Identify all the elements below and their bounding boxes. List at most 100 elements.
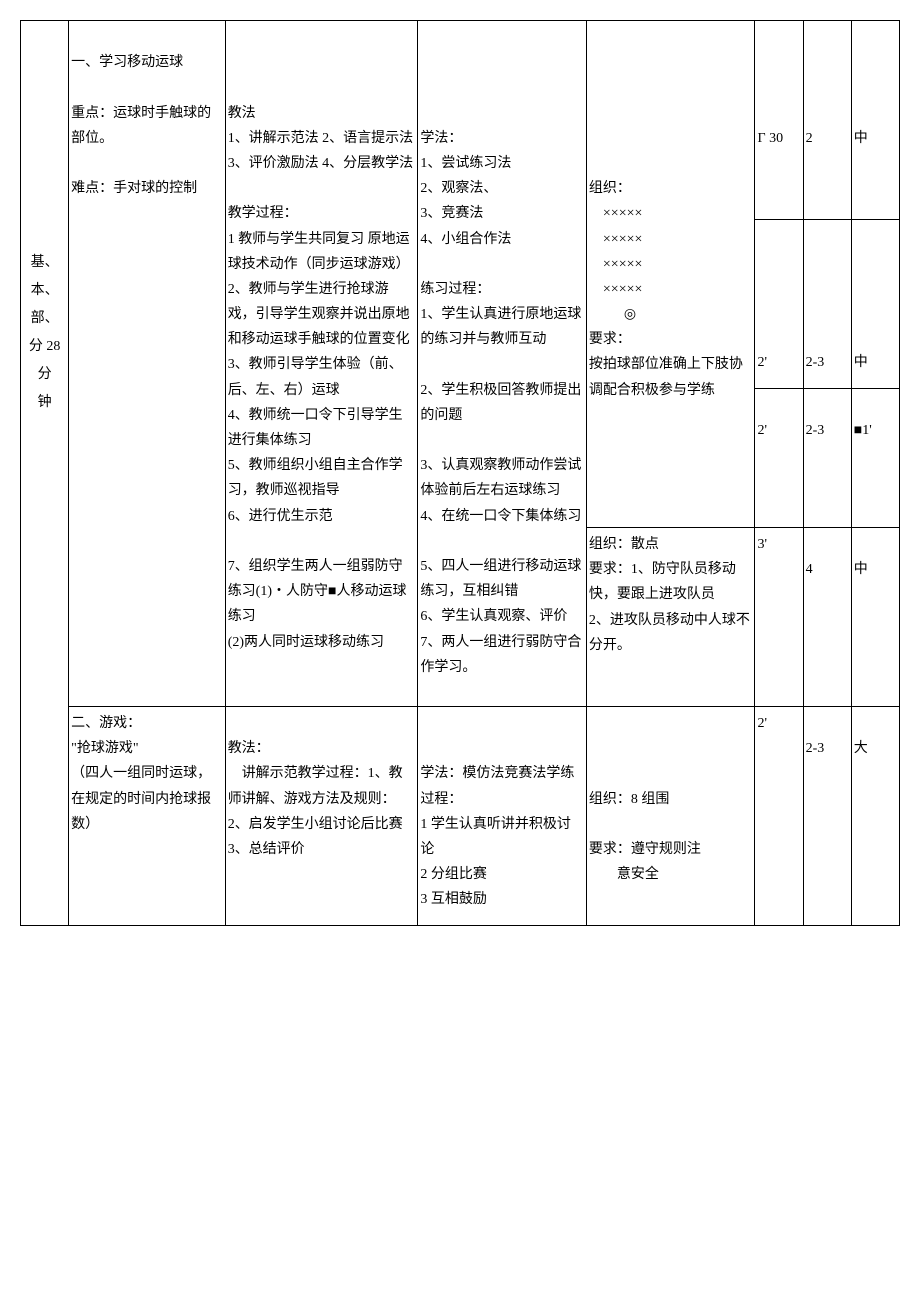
learn-cell-1: 学法： 1、尝试练习法 2、观察法、 3、竞赛法 4、小组合作法 练习过程： 1… (418, 21, 587, 707)
lesson-plan-page: 基、 本、 部、 分 28 分 钟 一、学习移动运球 重点：运球时手触球的部位。… (20, 20, 900, 926)
practice-step: 6、学生认真观察、评价 (420, 604, 584, 629)
req-text: 要求：遵守规则注 (589, 837, 753, 862)
org-cell-1: 组织： ××××× ××××× ××××× ××××× ◎ 要求： 按拍球部位准… (586, 21, 755, 528)
time-cell: 2' (755, 220, 803, 389)
section-line: 本、 (23, 277, 66, 305)
section-line: 分 (23, 361, 66, 389)
learn-step: 3 互相鼓励 (420, 887, 584, 912)
teach-step: 4、教师统一口令下引导学生进行集体练习 (228, 403, 416, 453)
time-value: 2' (757, 423, 767, 438)
req-text: 按拍球部位准确上下肢协调配合积极参与学练 (589, 352, 753, 402)
learn-cell-2: 学法：模仿法竞赛法学练过程： 1 学生认真听讲并积极讨论 2 分组比赛 3 互相… (418, 707, 587, 926)
org-label: 组织：散点 (589, 532, 753, 557)
teach-cell-1: 教法 1、讲解示范法 2、语言提示法 3、评价激励法 4、分层教学法 教学过程：… (225, 21, 418, 707)
intensity-value: 中 (854, 355, 868, 370)
table-row: 基、 本、 部、 分 28 分 钟 一、学习移动运球 重点：运球时手触球的部位。… (21, 21, 900, 220)
teach-step: 2、教师与学生进行抢球游戏，引导学生观察并说出原地和移动运球手触球的位置变化 (228, 277, 416, 353)
intensity-cell: 中 (851, 21, 899, 220)
practice-step: 4、在统一口令下集体练习 (420, 504, 584, 529)
key-point: 重点：运球时手触球的部位。 (71, 101, 223, 151)
content-cell-1: 一、学习移动运球 重点：运球时手触球的部位。 难点：手对球的控制 (69, 21, 226, 707)
count-cell: 2 (803, 21, 851, 220)
teach-step: (2)两人同时运球移动练习 (228, 630, 416, 655)
count-value: 2-3 (806, 741, 825, 756)
intensity-cell: 中 (851, 528, 899, 707)
learn-method: 3、竞赛法 (420, 201, 584, 226)
intensity-value: ■1' (854, 423, 872, 438)
formation-row: ××××× (589, 252, 753, 277)
teach-step: 3、教师引导学生体验（前、后、左、右）运球 (228, 352, 416, 402)
teach-step: 2、启发学生小组讨论后比赛 3、总结评价 (228, 812, 416, 862)
intensity-cell: 中 (851, 220, 899, 389)
practice-step: 5、四人一组进行移动运球练习，互相纠错 (420, 554, 584, 604)
count-cell: 4 (803, 528, 851, 707)
count-cell: 2-3 (803, 220, 851, 389)
teach-cell-2: 教法： 讲解示范教学过程：1、教师讲解、游戏方法及规则： 2、启发学生小组讨论后… (225, 707, 418, 926)
practice-step: 7、两人一组进行弱防守合作学习。 (420, 630, 584, 680)
table-row: 二、游戏： "抢球游戏" （四人一组同时运球，在规定的时间内抢球报数） 教法： … (21, 707, 900, 926)
practice-heading: 练习过程： (420, 277, 584, 302)
teach-methods: 1、讲解示范法 2、语言提示法 3、评价激励法 4、分层教学法 (228, 126, 416, 176)
teach-heading: 教法： (228, 736, 416, 761)
teach-step: 1 教师与学生共同复习 原地运球技术动作（同步运球游戏） (228, 227, 416, 277)
req-text: 2、进攻队员移动中人球不分开。 (589, 608, 753, 658)
time-cell: Γ 30 (755, 21, 803, 220)
teacher-mark: ◎ (589, 302, 753, 327)
count-value: 4 (806, 562, 813, 577)
practice-step: 2、学生积极回答教师提出的问题 (420, 378, 584, 428)
time-value: 2' (757, 716, 767, 731)
game-desc: （四人一组同时运球，在规定的时间内抢球报数） (71, 761, 223, 837)
game-name: "抢球游戏" (71, 736, 223, 761)
section-line: 基、 (23, 249, 66, 277)
time-cell: 2' (755, 707, 803, 926)
learn-method: 1、尝试练习法 (420, 151, 584, 176)
content-cell-2: 二、游戏： "抢球游戏" （四人一组同时运球，在规定的时间内抢球报数） (69, 707, 226, 926)
teach-methods: 讲解示范教学过程：1、教师讲解、游戏方法及规则： (228, 761, 416, 811)
org-cell-3: 组织：8 组围 要求：遵守规则注 意安全 (586, 707, 755, 926)
teach-process-heading: 教学过程： (228, 201, 416, 226)
time-cell: 2' (755, 389, 803, 528)
time-value: 3' (757, 537, 767, 552)
content-title-2: 二、游戏： (71, 711, 223, 736)
teach-step: 5、教师组织小组自主合作学习，教师巡视指导 (228, 453, 416, 503)
req-text: 意安全 (589, 862, 753, 887)
intensity-cell: 大 (851, 707, 899, 926)
teach-step: 6、进行优生示范 (228, 504, 416, 529)
section-line: 部、 (23, 305, 66, 333)
learn-step: 2 分组比赛 (420, 862, 584, 887)
intensity-value: 大 (854, 741, 868, 756)
learn-step: 1 学生认真听讲并积极讨论 (420, 812, 584, 862)
learn-method: 4、小组合作法 (420, 227, 584, 252)
practice-step: 1、学生认真进行原地运球的练习并与教师互动 (420, 302, 584, 352)
intensity-value: 中 (854, 131, 868, 146)
section-line: 分 28 (23, 333, 66, 361)
difficult-point: 难点：手对球的控制 (71, 176, 223, 201)
section-line: 钟 (23, 389, 66, 417)
count-value: 2 (806, 131, 813, 146)
intensity-cell: ■1' (851, 389, 899, 528)
org-cell-2: 组织：散点 要求：1、防守队员移动快，要跟上进攻队员 2、进攻队员移动中人球不分… (586, 528, 755, 707)
org-label: 组织：8 组围 (589, 787, 753, 812)
practice-step: 3、认真观察教师动作尝试体验前后左右运球练习 (420, 453, 584, 503)
count-cell: 2-3 (803, 707, 851, 926)
teach-heading: 教法 (228, 101, 416, 126)
count-value: 2-3 (806, 355, 825, 370)
time-value: Γ 30 (757, 131, 783, 146)
content-title-1: 一、学习移动运球 (71, 50, 223, 75)
teach-step: 7、组织学生两人一组弱防守练习(1)・人防守■人移动运球练习 (228, 554, 416, 630)
time-cell: 3' (755, 528, 803, 707)
learn-heading: 学法： (420, 126, 584, 151)
count-cell: 2-3 (803, 389, 851, 528)
org-label: 组织： (589, 176, 753, 201)
formation-row: ××××× (589, 277, 753, 302)
req-text: 要求：1、防守队员移动快，要跟上进攻队员 (589, 557, 753, 607)
formation-row: ××××× (589, 227, 753, 252)
req-label: 要求： (589, 327, 753, 352)
time-value: 2' (757, 355, 767, 370)
learn-heading: 学法：模仿法竞赛法学练过程： (420, 761, 584, 811)
section-cell: 基、 本、 部、 分 28 分 钟 (21, 21, 69, 926)
lesson-plan-table: 基、 本、 部、 分 28 分 钟 一、学习移动运球 重点：运球时手触球的部位。… (20, 20, 900, 926)
intensity-value: 中 (854, 562, 868, 577)
count-value: 2-3 (806, 423, 825, 438)
learn-method: 2、观察法、 (420, 176, 584, 201)
